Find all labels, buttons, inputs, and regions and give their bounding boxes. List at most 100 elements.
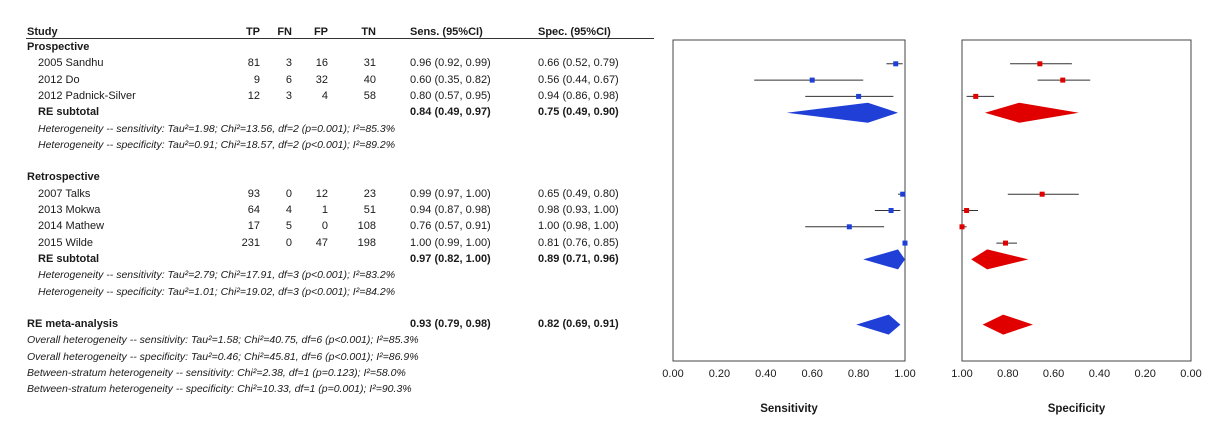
pooled-diamond xyxy=(786,102,899,123)
axis-label: Specificity xyxy=(1048,403,1106,415)
cell-sens: 0.94 (0.87, 0.98) xyxy=(410,204,491,216)
point-marker xyxy=(856,93,862,99)
group-label: Retrospective xyxy=(27,171,100,184)
cell-sens: 1.00 (0.99, 1.00) xyxy=(410,236,491,249)
axis-tick-label: 0.20 xyxy=(1134,368,1155,380)
subtotal-label: RE subtotal xyxy=(38,106,100,119)
cell-tn: 23 xyxy=(363,187,376,200)
cell-spec: 0.81 (0.76, 0.85) xyxy=(538,236,619,249)
cell-sens: 0.80 (0.57, 0.95) xyxy=(410,89,491,102)
point-marker xyxy=(1003,240,1009,246)
cell-tn: 31 xyxy=(363,57,376,70)
header-tp: TP xyxy=(245,26,260,38)
plot-frame xyxy=(672,39,906,362)
cell-tp: 93 xyxy=(247,187,260,200)
study-name: 2012 Padnick-Silver xyxy=(38,89,136,102)
subtotal-spec: 0.75 (0.49, 0.90) xyxy=(538,106,619,119)
cell-sens: 0.76 (0.57, 0.91) xyxy=(410,220,491,233)
pooled-diamond xyxy=(863,249,905,270)
cell-tn: 40 xyxy=(363,73,376,86)
header-rule xyxy=(26,38,654,39)
cell-tn: 198 xyxy=(357,236,376,249)
cell-fp: 0 xyxy=(321,220,328,233)
cell-fn: 0 xyxy=(285,187,292,200)
study-name: 2015 Wilde xyxy=(38,236,94,249)
cell-fn: 0 xyxy=(285,236,292,249)
cell-fn: 4 xyxy=(285,204,292,216)
pooled-diamond xyxy=(971,249,1029,270)
cell-sens: 0.60 (0.35, 0.82) xyxy=(410,73,491,86)
axis-tick-label: 0.00 xyxy=(1180,368,1201,380)
cell-spec: 1.00 (0.98, 1.00) xyxy=(538,220,619,233)
cell-tp: 81 xyxy=(247,57,260,70)
cell-fp: 12 xyxy=(315,187,328,200)
overall-note: Between-stratum heterogeneity -- sensiti… xyxy=(27,367,406,379)
study-name: 2012 Do xyxy=(38,73,80,86)
point-marker xyxy=(1060,77,1066,83)
axis-label: Sensitivity xyxy=(760,403,818,415)
group-label: Prospective xyxy=(27,41,90,53)
axis-tick-label: 0.00 xyxy=(662,368,683,380)
cell-fn: 3 xyxy=(285,89,292,102)
cell-spec: 0.98 (0.93, 1.00) xyxy=(538,204,619,216)
overall-spec: 0.82 (0.69, 0.91) xyxy=(538,318,619,331)
heterogeneity-note: Heterogeneity -- specificity: Tau²=1.01;… xyxy=(38,285,396,298)
cell-fp: 1 xyxy=(321,204,328,216)
point-marker xyxy=(1037,61,1043,67)
cell-fn: 6 xyxy=(285,73,292,86)
cell-fp: 16 xyxy=(315,57,328,70)
axis-tick-label: 0.40 xyxy=(1089,368,1110,380)
point-marker xyxy=(888,208,894,213)
point-marker xyxy=(893,61,899,67)
cell-fp: 4 xyxy=(321,89,328,102)
axis-tick-label: 0.80 xyxy=(848,368,869,380)
point-marker xyxy=(973,93,979,99)
axis-tick-label: 0.80 xyxy=(997,368,1018,380)
header-study: Study xyxy=(27,26,58,38)
cell-tp: 231 xyxy=(241,236,260,249)
overall-note: Overall heterogeneity -- specificity: Ta… xyxy=(27,350,419,363)
cell-tn: 51 xyxy=(363,204,376,216)
axis-tick-label: 0.40 xyxy=(755,368,776,380)
point-marker xyxy=(902,240,908,246)
axis-tick-label: 1.00 xyxy=(894,368,915,380)
cell-sens: 0.96 (0.92, 0.99) xyxy=(410,57,491,70)
subtotal-sens: 0.84 (0.49, 0.97) xyxy=(410,106,491,119)
point-marker xyxy=(900,191,906,197)
cell-tp: 9 xyxy=(253,73,260,86)
cell-sens: 0.99 (0.97, 1.00) xyxy=(410,187,491,200)
cell-tp: 17 xyxy=(247,220,260,233)
cell-fn: 5 xyxy=(285,220,292,233)
subtotal-sens: 0.97 (0.82, 1.00) xyxy=(410,252,491,265)
cell-tn: 108 xyxy=(357,220,376,233)
overall-sens: 0.93 (0.79, 0.98) xyxy=(410,318,491,331)
cell-tp: 64 xyxy=(247,204,260,216)
header-spec: Spec. (95%CI) xyxy=(538,26,611,38)
cell-spec: 0.56 (0.44, 0.67) xyxy=(538,73,619,86)
header-fn: FN xyxy=(277,26,292,38)
header-sens: Sens. (95%CI) xyxy=(410,26,483,38)
cell-spec: 0.66 (0.52, 0.79) xyxy=(538,57,619,70)
study-name: 2014 Mathew xyxy=(38,220,105,233)
point-marker xyxy=(959,224,965,230)
cell-tn: 58 xyxy=(363,89,376,102)
study-name: 2013 Mokwa xyxy=(38,204,101,216)
plot-frame xyxy=(961,39,1192,362)
heterogeneity-note: Heterogeneity -- sensitivity: Tau²=1.98;… xyxy=(38,122,396,135)
axis-tick-label: 0.60 xyxy=(801,368,822,380)
header-tn: TN xyxy=(361,26,376,38)
heterogeneity-note: Heterogeneity -- sensitivity: Tau²=2.79;… xyxy=(38,269,396,282)
header-fp: FP xyxy=(313,26,328,38)
overall-note: Between-stratum heterogeneity -- specifi… xyxy=(27,383,412,396)
study-name: 2005 Sandhu xyxy=(38,57,104,70)
subtotal-spec: 0.89 (0.71, 0.96) xyxy=(538,252,619,265)
pooled-diamond xyxy=(856,314,901,335)
point-marker xyxy=(964,208,970,213)
overall-note: Overall heterogeneity -- sensitivity: Ta… xyxy=(27,334,419,347)
point-marker xyxy=(846,224,852,230)
heterogeneity-note: Heterogeneity -- specificity: Tau²=0.91;… xyxy=(38,138,396,151)
pooled-diamond xyxy=(984,102,1079,123)
axis-tick-label: 0.60 xyxy=(1043,368,1064,380)
